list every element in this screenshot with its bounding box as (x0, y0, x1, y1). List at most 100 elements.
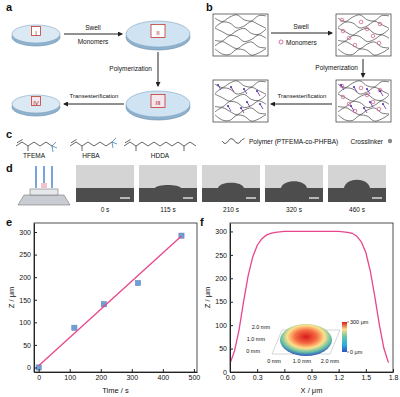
y-tick-label: 150 (19, 296, 31, 303)
x-tick (101, 369, 102, 372)
frame-background (76, 165, 134, 202)
inset-axis-label: 2.0 mm (321, 358, 340, 364)
arrow (158, 52, 159, 86)
scale-bar (120, 197, 130, 198)
crosslinker (369, 101, 371, 103)
x-tick (39, 369, 40, 372)
crosslinker (366, 88, 368, 90)
apparatus-sample (41, 183, 47, 188)
arrow (271, 33, 332, 34)
y-tick-label: 50 (219, 345, 227, 352)
y-tick-group: 0 (27, 364, 37, 371)
molecule (70, 138, 117, 151)
inset-axis-label: 0 mm (246, 348, 260, 354)
frame: 460 s (328, 165, 386, 213)
sample (32, 97, 41, 106)
line (230, 231, 388, 363)
frame-background (202, 165, 260, 202)
stage-label: IV (33, 100, 39, 106)
network (336, 14, 391, 56)
x-tick-group: 0.3 (253, 369, 263, 381)
crosslinker-icon (388, 139, 392, 143)
molecule-label: HFBA (82, 152, 100, 159)
y-tick-label: 250 (19, 251, 31, 258)
polymer-chain (338, 108, 389, 115)
x-tick-group: 1.2 (334, 369, 344, 381)
monomer (378, 88, 382, 92)
inset-axis-label: 1.0 mm (247, 336, 266, 342)
y-tick-label: 300 (19, 229, 31, 236)
x-tick (257, 369, 258, 372)
fluorine-bond (52, 146, 53, 152)
x-axis: 0100200300400500 (35, 369, 201, 381)
sample (32, 27, 41, 36)
y-tick-label: 50 (23, 342, 31, 349)
y-tick (230, 372, 233, 373)
x-tick-label: 1.5 (361, 374, 371, 381)
bond (16, 142, 52, 146)
chart-e: 0100200300400500050100150200250300Time /… (7, 223, 200, 395)
step-label: Swell (85, 24, 101, 31)
x-tick-label: 500 (189, 374, 201, 381)
y-tick-label: 0 (223, 369, 227, 376)
panel-b: SwellMonomersPolymerizationTransesterifi… (213, 14, 391, 122)
crosslinker (382, 103, 384, 105)
dish: I (12, 25, 60, 46)
x-tick-label: 0.9 (307, 374, 317, 381)
polymer-chain (215, 35, 266, 42)
plot-frame (230, 223, 393, 372)
y-axis-title: Z / μm (7, 287, 16, 308)
dish-top (12, 25, 60, 43)
polymer-chain (215, 15, 266, 22)
x-tick-group: 400 (158, 369, 170, 381)
x-tick-label: 300 (126, 374, 138, 381)
carbonyl (184, 146, 185, 151)
network-frame (213, 14, 268, 56)
y-tick-label: 250 (215, 252, 227, 259)
network-frame (336, 80, 391, 122)
monomer (341, 95, 345, 99)
molecule-label: HDDA (151, 152, 170, 159)
fluorine-bond (112, 138, 116, 142)
double-bond (71, 140, 77, 143)
polymer-chain (215, 48, 266, 55)
x-tick-label: 0 (37, 374, 41, 381)
marks (230, 231, 388, 363)
y-tick (34, 300, 37, 301)
crosslinker (217, 84, 219, 86)
carbonyl (136, 146, 137, 151)
monomer (340, 18, 344, 22)
network (213, 14, 268, 56)
crosslinker (340, 84, 342, 86)
dish-top (126, 91, 190, 117)
plot-frame (34, 223, 197, 372)
crosslinker (379, 90, 381, 92)
step-label: Monomers (286, 39, 317, 46)
frame: 210 s (202, 165, 260, 213)
y-tick-label: 0 (27, 364, 31, 371)
colorbar (342, 322, 347, 352)
crosslinker (240, 107, 242, 109)
x-axis-line (231, 372, 394, 373)
inset-axis-label: 1.0 mm (293, 358, 312, 364)
polymer-chain (215, 108, 266, 115)
panel-d: 0 s115 s210 s320 s460 s (18, 165, 386, 213)
frame-time: 0 s (101, 206, 110, 213)
x-tick-label: 1.8 (389, 374, 399, 381)
monomer (371, 100, 375, 104)
x-tick (312, 369, 313, 372)
y-tick-group: 0 (223, 369, 233, 376)
y-tick-group: 150 (215, 298, 233, 305)
stage-label: II (156, 30, 160, 36)
monomer (359, 86, 363, 90)
polymer-chain (338, 15, 389, 22)
y-tick-label: 200 (19, 274, 31, 281)
x-tick-label: 0.0 (226, 374, 236, 381)
y-axis-line (34, 224, 35, 373)
apparatus-stage (30, 189, 58, 195)
polymer-chain (215, 21, 266, 28)
droplet (202, 183, 260, 202)
step-label: Swell (293, 23, 309, 30)
x-tick-group: 1.5 (361, 369, 371, 381)
step-label: Transesterification (70, 93, 119, 99)
